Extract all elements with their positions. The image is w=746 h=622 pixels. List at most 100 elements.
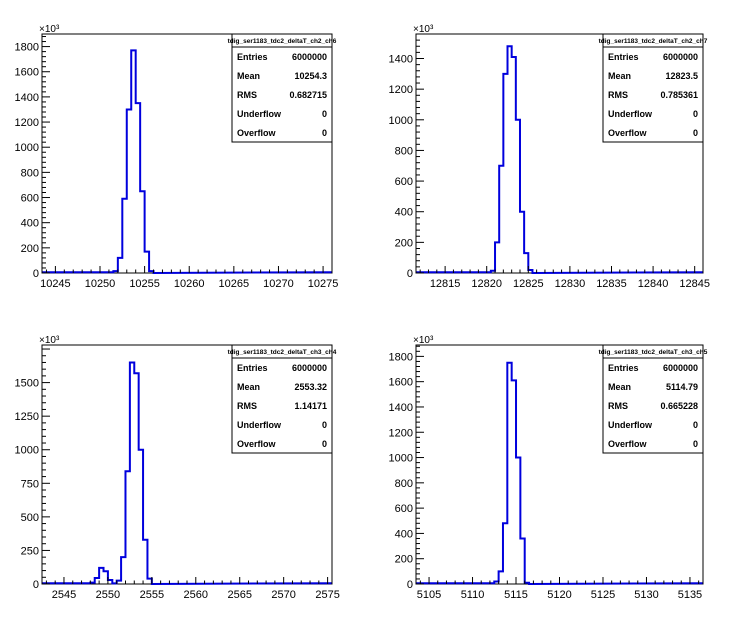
histogram-title: tdig_ser1183_tdc2_deltaT_ch3_ch4 — [228, 349, 337, 356]
histogram-bin — [113, 271, 117, 273]
histogram-line — [416, 45, 703, 275]
histogram-bin — [121, 557, 125, 584]
y-tick-label: 500 — [21, 512, 39, 524]
histogram-bin — [108, 580, 112, 584]
x-tick-label: 5120 — [547, 589, 571, 601]
histogram-bin — [147, 579, 151, 584]
x-tick-label: 2570 — [271, 589, 295, 601]
stat-value: 0 — [693, 109, 698, 119]
y-tick-label: 1600 — [389, 377, 413, 389]
stat-label: RMS — [608, 90, 628, 100]
histogram-bin — [508, 46, 512, 273]
stat-label: Overflow — [237, 439, 277, 449]
y-tick-label: 1800 — [15, 42, 39, 54]
y-tick-label: 200 — [395, 237, 413, 249]
stat-value: 1.14171 — [294, 401, 327, 411]
histogram-bin — [525, 583, 529, 584]
y-tick-label: 0 — [407, 579, 413, 591]
histogram-bin — [494, 581, 498, 584]
stat-label: Mean — [237, 382, 260, 392]
histogram-bin — [130, 362, 134, 584]
stat-value: 0 — [693, 439, 698, 449]
histogram-bin — [99, 568, 103, 584]
histogram-bin — [136, 103, 140, 273]
y-tick-label: 1000 — [15, 445, 39, 457]
stats-box — [231, 33, 333, 143]
y-tick-label: 600 — [395, 176, 413, 188]
stat-value: 0 — [322, 109, 327, 119]
stat-label: Overflow — [237, 128, 277, 138]
stat-label: Entries — [608, 52, 639, 62]
histogram-bin — [512, 57, 516, 273]
histogram-line — [42, 49, 332, 275]
y-exponent-label: ×10³ — [413, 24, 434, 35]
stat-value: 0 — [322, 420, 327, 430]
x-tick-label: 5110 — [461, 589, 485, 601]
y-tick-label: 1200 — [389, 427, 413, 439]
stat-value: 2553.32 — [294, 382, 327, 392]
y-tick-label: 600 — [395, 503, 413, 515]
x-tick-label: 5135 — [678, 589, 702, 601]
y-tick-label: 800 — [395, 145, 413, 157]
y-tick-label: 800 — [21, 167, 39, 179]
y-tick-label: 400 — [395, 528, 413, 540]
y-tick-label: 200 — [395, 554, 413, 566]
x-tick-label: 5125 — [591, 589, 615, 601]
y-exponent-label: ×10³ — [413, 335, 434, 346]
x-tick-label: 12815 — [430, 278, 461, 290]
histogram-panel-1: 10245 10250 10255 10260 10265 10270 10275 0 200 4… — [15, 24, 339, 290]
stat-label: Underflow — [608, 109, 653, 119]
y-tick-label: 1000 — [389, 453, 413, 465]
x-tick-label: 2575 — [315, 589, 339, 601]
stat-label: RMS — [608, 401, 628, 411]
y-tick-label: 400 — [395, 207, 413, 219]
histogram-bin — [139, 450, 143, 584]
stat-value: 6000000 — [292, 363, 327, 373]
y-tick-label: 1250 — [15, 411, 39, 423]
stat-label: Underflow — [608, 420, 653, 430]
y-tick-label: 1400 — [389, 402, 413, 414]
histogram-bin — [131, 50, 135, 273]
histogram-bin — [499, 166, 503, 273]
stat-value: 0.682715 — [289, 90, 327, 100]
histogram-bin — [127, 109, 131, 273]
y-tick-label: 200 — [21, 243, 39, 255]
stat-value: 10254.3 — [294, 71, 327, 81]
x-tick-label: 2560 — [184, 589, 208, 601]
stat-label: Entries — [237, 52, 268, 62]
stat-value: 6000000 — [292, 52, 327, 62]
x-tick-label: 12845 — [679, 278, 710, 290]
y-tick-label: 250 — [21, 545, 39, 557]
stat-value: 0 — [322, 128, 327, 138]
y-tick-label: 750 — [21, 478, 39, 490]
x-tick-label: 5105 — [417, 589, 441, 601]
x-tick-label: 12840 — [638, 278, 669, 290]
histogram-panel-2: 12815 12820 12825 12830 12835 12840 12845 0 200 4… — [389, 24, 710, 290]
stat-label: Entries — [608, 363, 639, 373]
histogram-line — [42, 361, 332, 586]
y-tick-label: 1400 — [15, 92, 39, 104]
stat-value: 0.665228 — [660, 401, 698, 411]
histogram-bin — [520, 212, 524, 273]
stat-label: Underflow — [237, 109, 282, 119]
histogram-bin — [90, 583, 94, 584]
y-tick-label: 1200 — [15, 117, 39, 129]
histogram-bin — [134, 373, 138, 584]
histogram-bin — [143, 540, 147, 584]
stat-label: RMS — [237, 90, 257, 100]
y-tick-label: 1500 — [15, 378, 39, 390]
y-tick-label: 800 — [395, 478, 413, 490]
histogram-bin — [503, 74, 507, 273]
histogram-panel-3: 2545 2550 2555 2560 2565 2570 2575 0 250 500 750 10… — [15, 335, 340, 601]
histogram-bin — [122, 199, 126, 273]
stat-value: 0 — [693, 128, 698, 138]
y-tick-label: 1000 — [15, 142, 39, 154]
histogram-bin — [495, 242, 499, 273]
x-tick-label: 12830 — [555, 278, 586, 290]
x-tick-label: 10255 — [129, 278, 160, 290]
y-tick-label: 0 — [407, 268, 413, 280]
x-tick-label: 12820 — [471, 278, 502, 290]
histogram-bin — [117, 581, 121, 584]
x-tick-label: 10245 — [40, 278, 71, 290]
y-tick-label: 0 — [33, 268, 39, 280]
